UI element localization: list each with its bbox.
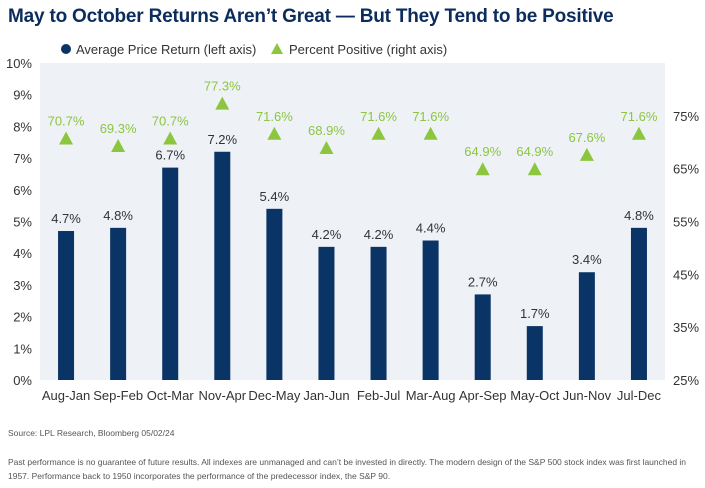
left-tick-label: 6% — [13, 183, 32, 198]
legend-point-label: Percent Positive (right axis) — [289, 42, 447, 57]
percent-positive-series: 70.7% 69.3% 70.7% 77.3% 71.6% 68.9% 71.6% 71.6%… — [48, 79, 658, 176]
percent-positive-marker — [475, 162, 490, 176]
right-axis: 25% 35% 45% 55% 65% 75% — [673, 109, 699, 388]
disclaimer-note: Past performance is no guarantee of futu… — [8, 457, 687, 481]
legend-bar-label: Average Price Return (left axis) — [76, 42, 256, 57]
legend: Average Price Return (left axis) Percent … — [61, 42, 447, 57]
bar-value-label: 4.8% — [103, 208, 133, 223]
bar — [58, 231, 75, 380]
percent-positive-label: 71.6% — [412, 109, 449, 124]
left-tick-label: 10% — [6, 56, 32, 71]
percent-positive-marker — [631, 126, 646, 140]
category-label: Jul-Dec — [617, 388, 662, 403]
bar — [214, 151, 231, 380]
bar — [474, 294, 491, 380]
bar — [526, 326, 543, 380]
percent-positive-marker — [215, 96, 230, 110]
legend-bar-swatch — [61, 44, 71, 54]
bar-chart: Average Price Return (left axis) Percent … — [6, 42, 699, 403]
percent-positive-marker — [527, 162, 542, 176]
bar — [578, 272, 595, 380]
left-tick-label: 8% — [13, 119, 32, 134]
bar — [422, 240, 439, 380]
left-tick-label: 7% — [13, 151, 32, 166]
left-tick-label: 4% — [13, 246, 32, 261]
right-tick-label: 55% — [673, 215, 699, 230]
category-label: Apr-Sep — [459, 388, 507, 403]
source-note: Source: LPL Research, Bloomberg 05/02/24 — [8, 428, 175, 438]
left-tick-label: 5% — [13, 215, 32, 230]
percent-positive-label: 64.9% — [516, 144, 553, 159]
bar-value-label: 4.2% — [312, 227, 342, 242]
bar-value-label: 6.7% — [155, 148, 185, 163]
percent-positive-label: 70.7% — [48, 114, 85, 129]
left-tick-label: 9% — [13, 88, 32, 103]
percent-positive-label: 71.6% — [621, 109, 658, 124]
category-label: Dec-May — [248, 388, 301, 403]
bar-series: 4.7% 4.8% 6.7% 7.2% 5.4% 4.2% 4.2% 4.4% 2.7% 1.7%… — [51, 132, 654, 380]
bar-value-label: 2.7% — [468, 274, 498, 289]
percent-positive-marker — [59, 131, 74, 145]
percent-positive-label: 67.6% — [568, 130, 605, 145]
left-tick-label: 3% — [13, 278, 32, 293]
bar-value-label: 4.2% — [364, 227, 394, 242]
category-label: Mar-Aug — [406, 388, 456, 403]
category-label: May-Oct — [510, 388, 560, 403]
bar — [318, 246, 335, 380]
bar-value-label: 4.7% — [51, 211, 81, 226]
percent-positive-marker — [163, 131, 178, 145]
percent-positive-marker — [319, 141, 334, 155]
bar-value-label: 4.8% — [624, 208, 654, 223]
category-label: Jan-Jun — [303, 388, 349, 403]
percent-positive-marker — [579, 147, 594, 161]
left-axis: 0% 1% 2% 3% 4% 5% 6% 7% 8% 9% 10% — [6, 56, 32, 388]
bar — [266, 208, 283, 380]
percent-positive-label: 77.3% — [204, 79, 241, 94]
left-tick-label: 1% — [13, 341, 32, 356]
bar — [370, 246, 387, 380]
percent-positive-label: 71.6% — [360, 109, 397, 124]
category-axis: Aug-Jan Sep-Feb Oct-Mar Nov-Apr Dec-May Jan-J… — [42, 388, 662, 403]
percent-positive-marker — [111, 138, 126, 152]
percent-positive-label: 71.6% — [256, 109, 293, 124]
right-tick-label: 75% — [673, 109, 699, 124]
chart-title: May to October Returns Aren’t Great — Bu… — [8, 6, 614, 27]
bar — [630, 227, 647, 380]
bar-value-label: 5.4% — [260, 189, 290, 204]
right-tick-label: 25% — [673, 373, 699, 388]
bar-value-label: 7.2% — [207, 132, 237, 147]
category-label: Jun-Nov — [563, 388, 612, 403]
category-label: Feb-Jul — [357, 388, 400, 403]
bar-value-label: 4.4% — [416, 221, 446, 236]
right-tick-label: 65% — [673, 162, 699, 177]
bar-value-label: 3.4% — [572, 252, 602, 267]
right-tick-label: 45% — [673, 267, 699, 282]
percent-positive-label: 70.7% — [152, 114, 189, 129]
right-tick-label: 35% — [673, 320, 699, 335]
legend-triangle-swatch — [271, 43, 283, 54]
percent-positive-marker — [267, 126, 282, 140]
category-label: Nov-Apr — [198, 388, 246, 403]
bar — [110, 227, 127, 380]
percent-positive-label: 68.9% — [308, 123, 345, 138]
bar — [162, 167, 179, 380]
percent-positive-marker — [423, 126, 438, 140]
percent-positive-label: 69.3% — [100, 121, 137, 136]
bar-value-label: 1.7% — [520, 306, 550, 321]
plot-area — [40, 63, 665, 380]
percent-positive-label: 64.9% — [464, 144, 501, 159]
category-label: Oct-Mar — [147, 388, 195, 403]
category-label: Aug-Jan — [42, 388, 90, 403]
percent-positive-marker — [371, 126, 386, 140]
left-tick-label: 2% — [13, 310, 32, 325]
category-label: Sep-Feb — [93, 388, 143, 403]
left-tick-label: 0% — [13, 373, 32, 388]
